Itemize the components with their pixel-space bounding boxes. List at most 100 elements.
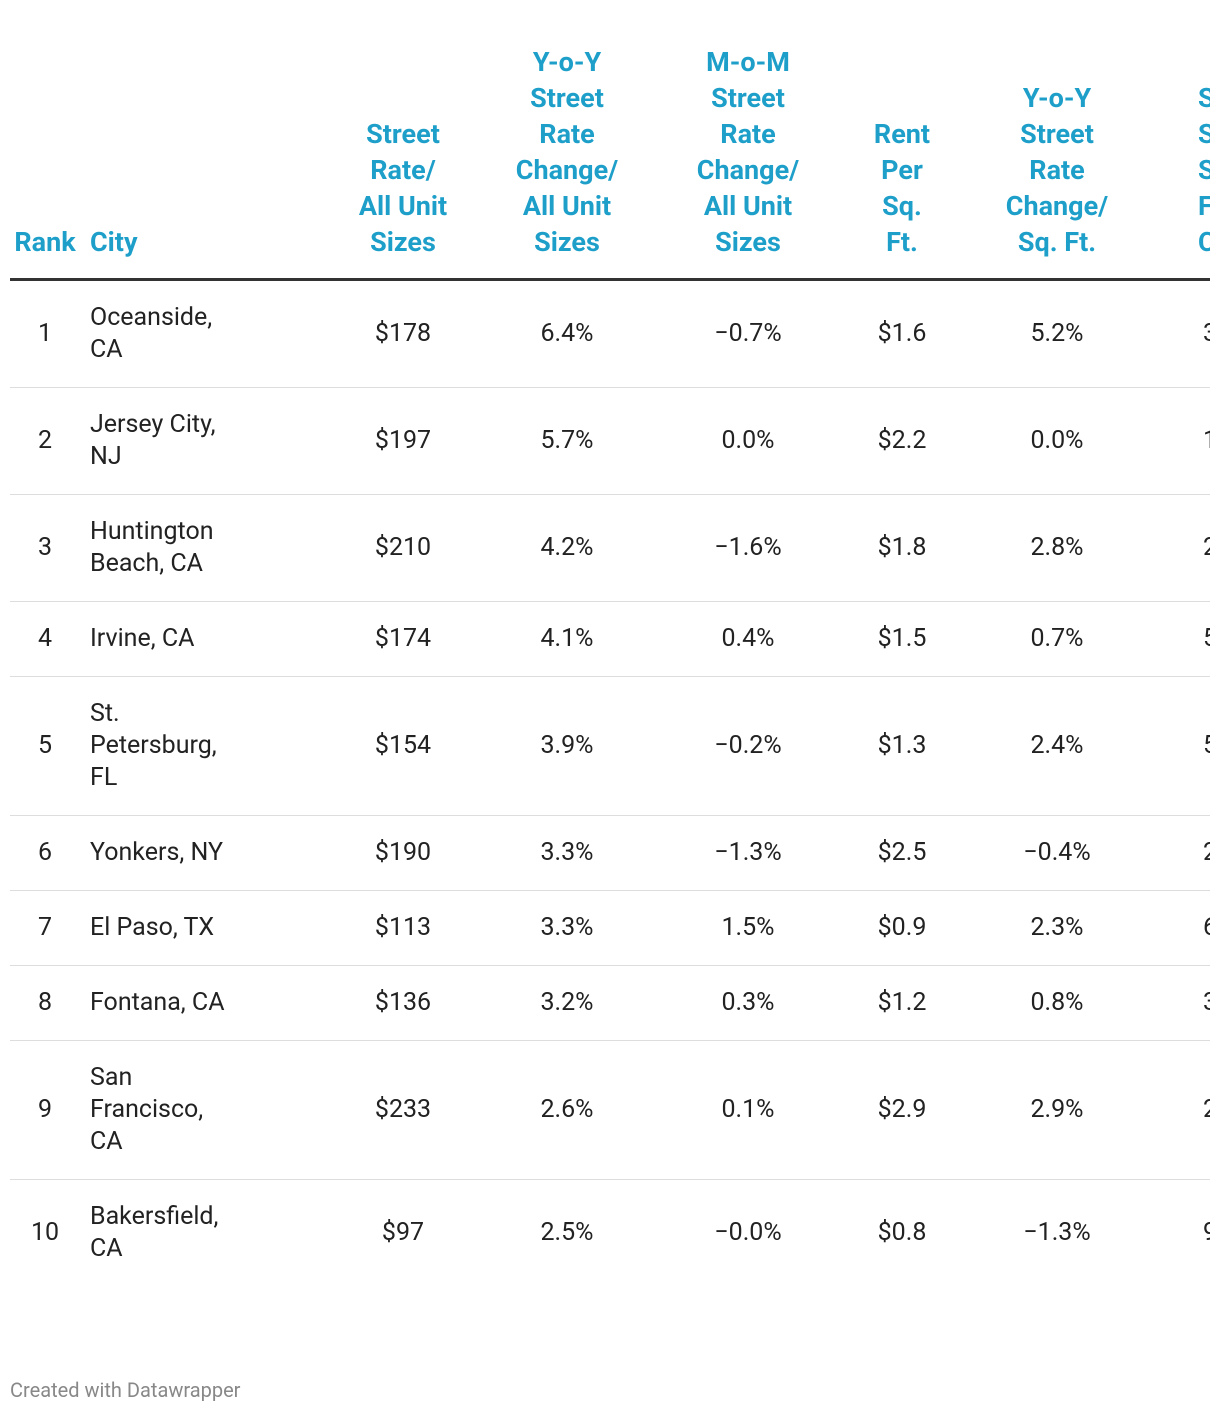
cell: $136 xyxy=(320,965,486,1041)
cell-text: $0.8 xyxy=(877,1218,927,1247)
cell-text: $190 xyxy=(374,838,432,867)
cell: 1 xyxy=(10,279,80,388)
city-cell: Yonkers, NY xyxy=(80,815,320,891)
cell: 5.7% xyxy=(486,387,648,495)
cell: 10 xyxy=(10,1180,80,1287)
cell: 2.6% xyxy=(486,1040,648,1180)
column-header: Street Rate/ All Unit Sizes xyxy=(320,0,486,281)
cell: 1 xyxy=(1158,387,1210,495)
cell: 2 xyxy=(1158,494,1210,602)
cell: 2 xyxy=(10,387,80,495)
cell-text: 9 xyxy=(1203,1217,1210,1249)
cell-text: $1.2 xyxy=(877,988,927,1017)
cell-text: 3 xyxy=(1203,987,1210,1019)
header-text: City xyxy=(90,226,138,258)
table-row: 1 Oceanside, CA $178 6.4% −0.7% $1.6 5.2% 3 xyxy=(10,279,1210,388)
cell-text: 3.9% xyxy=(540,731,594,760)
table-row: 4 Irvine, CA $174 4.1% 0.4% $1.5 0.7% 5 xyxy=(10,601,1210,677)
cell-text: −0.0% xyxy=(714,1218,782,1247)
cell: 0.3% xyxy=(648,965,848,1041)
cell-text: $97 xyxy=(381,1218,425,1247)
cell: −0.4% xyxy=(956,815,1158,891)
column-header: Rank xyxy=(10,0,80,281)
cell-text: −1.3% xyxy=(714,838,782,867)
cell-text: 1 xyxy=(1203,425,1210,457)
city-cell: San Francisco, CA xyxy=(80,1040,320,1180)
cell-text: 0.8% xyxy=(1030,988,1084,1017)
table-row: 5 St. Petersburg, FL $154 3.9% −0.2% $1.3 2.4%… xyxy=(10,676,1210,816)
cell-text: 5.7% xyxy=(540,426,594,455)
cell: $1.8 xyxy=(848,494,956,602)
cell-text: Yonkers, NY xyxy=(90,838,223,867)
header-row: Rank City Street Rate/ All Unit Sizes Y-o-Y… xyxy=(10,0,1210,281)
table-row: 8 Fontana, CA $136 3.2% 0.3% $1.2 0.8% 3 xyxy=(10,965,1210,1041)
cell: 3 xyxy=(1158,279,1210,388)
cell: $2.9 xyxy=(848,1040,956,1180)
cell: 5 xyxy=(10,676,80,816)
cell: 0.8% xyxy=(956,965,1158,1041)
cell-text: −0.7% xyxy=(714,319,782,348)
cell-text: $113 xyxy=(374,913,432,942)
cell: 3.3% xyxy=(486,890,648,966)
cell-text: $1.6 xyxy=(877,319,927,348)
cell-text: 1 xyxy=(37,319,53,348)
cell: 3.2% xyxy=(486,965,648,1041)
cell: −1.6% xyxy=(648,494,848,602)
cell-text: 0.7% xyxy=(1030,624,1084,653)
header-text: Y-o-Y Street Rate Change/ All Unit Sizes xyxy=(515,46,619,258)
column-header: M-o-M Street Rate Change/ All Unit Sizes xyxy=(648,0,848,281)
city-cell: Huntington Beach, CA xyxy=(80,494,320,602)
cell-text: 2.6% xyxy=(540,1095,594,1124)
city-cell: El Paso, TX xyxy=(80,890,320,966)
cell-text: 3 xyxy=(1203,318,1210,350)
cell: 2.3% xyxy=(956,890,1158,966)
cell: −1.3% xyxy=(648,815,848,891)
cell: −0.7% xyxy=(648,279,848,388)
cell: −0.2% xyxy=(648,676,848,816)
cell-text: 2.3% xyxy=(1030,913,1084,942)
cell: 5.2% xyxy=(956,279,1158,388)
cell: $1.3 xyxy=(848,676,956,816)
cell-text: 5 xyxy=(1203,623,1210,655)
cell-text: 6.4% xyxy=(540,319,594,348)
city-cell: Fontana, CA xyxy=(80,965,320,1041)
cell: 0.0% xyxy=(956,387,1158,495)
cell-text: 2 xyxy=(1203,532,1210,564)
cell-text: 6 xyxy=(37,838,53,867)
cell: 0.7% xyxy=(956,601,1158,677)
header-text: Rent Per Sq. Ft. xyxy=(873,118,931,258)
cell: 3 xyxy=(10,494,80,602)
cell-text: 3.3% xyxy=(540,913,594,942)
cell-text: 5 xyxy=(1203,730,1210,762)
cell-text: 8 xyxy=(37,988,53,1017)
cell: $154 xyxy=(320,676,486,816)
cell-text: $154 xyxy=(374,731,432,760)
cell-text: $2.9 xyxy=(877,1095,927,1124)
table-row: 3 Huntington Beach, CA $210 4.2% −1.6% $1.8 2.… xyxy=(10,494,1210,602)
cell-text: −0.4% xyxy=(1023,838,1091,867)
cell-text: Fontana, CA xyxy=(90,988,225,1017)
table-row: 2 Jersey City, NJ $197 5.7% 0.0% $2.2 0.0% 1 xyxy=(10,387,1210,495)
cell: 2.8% xyxy=(956,494,1158,602)
header-text: S Sto Sq F Ca xyxy=(1198,82,1210,258)
cell-text: 3 xyxy=(37,533,53,562)
cell: −0.0% xyxy=(648,1180,848,1287)
cell-text: St. Petersburg, FL xyxy=(90,699,217,792)
cell-text: −0.2% xyxy=(714,731,782,760)
cell: 0.4% xyxy=(648,601,848,677)
cell: $2.2 xyxy=(848,387,956,495)
cell: $197 xyxy=(320,387,486,495)
cell: $113 xyxy=(320,890,486,966)
cell: 3.9% xyxy=(486,676,648,816)
cell-text: 4.1% xyxy=(540,624,594,653)
column-header: S Sto Sq F Ca xyxy=(1158,0,1210,281)
cell-text: 4.2% xyxy=(540,533,594,562)
cell: $0.9 xyxy=(848,890,956,966)
table-row: 10 Bakersfield, CA $97 2.5% −0.0% $0.8 −1.3% 9 xyxy=(10,1180,1210,1287)
city-cell: Irvine, CA xyxy=(80,601,320,677)
cell-text: 0.4% xyxy=(721,624,775,653)
cell-text: −1.6% xyxy=(714,533,782,562)
cell: $0.8 xyxy=(848,1180,956,1287)
cell-text: El Paso, TX xyxy=(90,913,215,942)
